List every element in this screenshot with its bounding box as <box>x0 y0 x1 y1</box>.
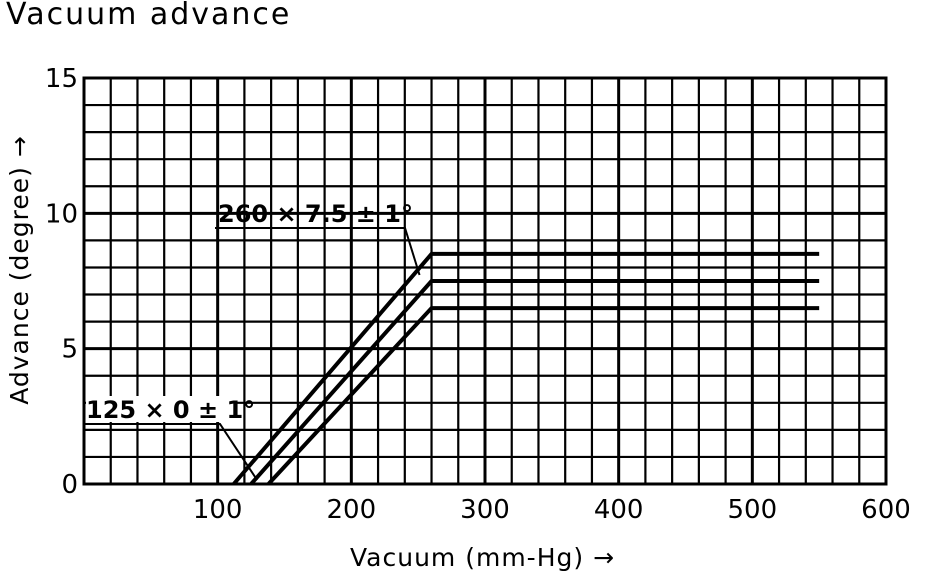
x-axis-label: Vacuum (mm-Hg) → <box>350 543 615 572</box>
y-axis-label: Advance (degree) → <box>5 135 34 405</box>
x-tick-labels: 100 200 300 400 500 600 <box>193 495 911 525</box>
y-tick-label: 0 <box>61 470 78 500</box>
y-tick-labels: 0 5 10 15 <box>45 64 78 500</box>
series-line-1 <box>232 251 820 486</box>
x-tick-label: 100 <box>193 495 243 525</box>
x-tick-label: 600 <box>861 495 911 525</box>
chart-title: Vacuum advance <box>6 0 291 32</box>
series-group <box>232 251 820 486</box>
y-tick-label: 5 <box>61 335 78 365</box>
annotation-leader-1 <box>215 227 421 276</box>
y-tick-label: 10 <box>45 199 78 229</box>
x-tick-label: 500 <box>728 495 778 525</box>
annotation-leader-2 <box>84 423 258 481</box>
annotation-group: 260 × 7.5 ± 1° 125 × 0 ± 1° <box>84 200 421 481</box>
annotation-label-bg-2 <box>86 396 236 422</box>
annotation-label-2: 125 × 0 ± 1° <box>86 396 255 424</box>
annotation-label-1: 260 × 7.5 ± 1° <box>218 200 413 228</box>
x-tick-label: 200 <box>327 495 377 525</box>
series-line-3 <box>266 306 820 486</box>
series-line-2 <box>249 279 820 486</box>
plot-frame <box>82 76 888 486</box>
x-tick-label: 300 <box>460 495 510 525</box>
x-tick-label: 400 <box>594 495 644 525</box>
grid <box>82 76 888 486</box>
y-tick-label: 15 <box>45 64 78 94</box>
